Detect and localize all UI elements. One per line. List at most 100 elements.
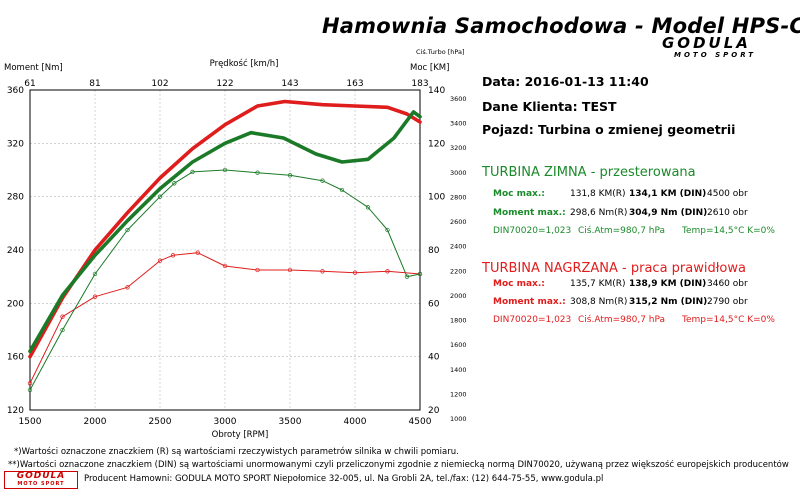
pressure-tick-label: 3000 — [450, 169, 467, 177]
hot-atm-pressure: Ciś.Atm=980,7 hPa — [578, 315, 666, 325]
hot-torque-point — [27, 381, 33, 386]
cold-torque-point — [172, 181, 177, 186]
hot-power-rpm: 3460 obr — [707, 279, 748, 289]
cold-torque-point — [190, 169, 195, 175]
hot-torque-point — [352, 270, 358, 275]
hot-torque-point — [60, 314, 65, 319]
hot-torque-point — [320, 269, 325, 274]
cold-din-factor: DIN70020=1,023 — [493, 226, 572, 236]
speed-tick-label: 61 — [24, 79, 35, 89]
hot-torque-point — [170, 253, 176, 258]
pressure-tick-label: 2600 — [450, 218, 467, 226]
cold-torque-din: 304,9 Nm (DIN) — [629, 208, 708, 218]
rpm-tick-label: 2000 — [84, 417, 107, 427]
speed-tick-label: 163 — [346, 79, 363, 89]
pressure-tick-label: 1200 — [450, 390, 467, 398]
speed-tick-label: 183 — [411, 79, 428, 89]
hot-power-label: Moc max.: — [493, 279, 545, 289]
power-axis-title: Moc [KM] — [410, 63, 449, 73]
hot-torque-point — [195, 250, 200, 255]
hot-torque-rpm: 2790 obr — [707, 297, 748, 307]
cold-torque-r: 298,6 Nm(R) — [570, 208, 628, 218]
pressure-tick-label: 2800 — [450, 193, 467, 201]
cold-torque-curve — [29, 169, 421, 391]
cold-torque-point — [157, 194, 163, 199]
cold-turbo-title: TURBINA ZIMNA - przesterowana — [482, 165, 696, 180]
test-date: Data: 2016-01-13 11:40 — [482, 74, 649, 89]
cold-torque-point — [27, 387, 33, 393]
producer-info: Producent Hamowni: GODULA MOTO SPORT Nie… — [84, 474, 604, 484]
cold-power-curve — [28, 110, 422, 354]
vehicle-name: Pojazd: Turbina o zmienej geometrii — [482, 122, 736, 137]
cold-power-label: Moc max.: — [493, 189, 545, 199]
pressure-tick-label: 1400 — [450, 366, 467, 374]
hot-torque-din: 315,2 Nm (DIN) — [629, 297, 708, 307]
pressure-tick-label: 1800 — [450, 317, 467, 325]
plot-frame — [29, 89, 421, 411]
footnote-din-values: **)Wartości oznaczone znaczkiem (DIN) są… — [8, 460, 789, 470]
cold-temperature: Temp=14,5°C K=0% — [682, 226, 775, 236]
brand-logo-name: GODULA — [662, 34, 751, 52]
hot-torque-point — [222, 263, 228, 269]
rpm-tick-label: 4000 — [344, 417, 367, 427]
rpm-tick-label: 3000 — [214, 417, 237, 427]
page-title: Hamownia Samochodowa - Model HPS-C — [322, 14, 800, 38]
hot-power-din: 138,9 KM (DIN) — [629, 279, 707, 289]
power-tick-label: 40 — [428, 353, 440, 363]
rpm-tick-label: 3500 — [279, 417, 302, 427]
footnote-real-values: *)Wartości oznaczone znaczkiem (R) są wa… — [14, 447, 459, 457]
hot-torque-point — [255, 267, 260, 273]
hot-turbo-title: TURBINA NAGRZANA - praca prawidłowa — [482, 261, 746, 276]
torque-tick-label: 280 — [7, 193, 24, 203]
power-tick-label: 120 — [428, 139, 445, 149]
footer-logo: GODULA MOTO SPORT — [4, 471, 78, 489]
cold-torque-point — [287, 173, 293, 178]
cold-torque-point — [417, 271, 423, 277]
hot-torque-point — [92, 294, 98, 299]
cold-torque-point — [320, 178, 325, 183]
pressure-tick-label: 3400 — [450, 120, 467, 128]
cold-torque-point — [385, 227, 390, 233]
hot-torque-point — [385, 269, 390, 274]
torque-axis-title: Moment [Nm] — [4, 63, 63, 73]
brand-logo: GODULA MOTO SPORT — [662, 36, 758, 70]
rpm-tick-label: 4500 — [409, 417, 432, 427]
rpm-axis-title: Obroty [RPM] — [212, 430, 269, 440]
hot-temperature: Temp=14,5°C K=0% — [682, 315, 775, 325]
torque-tick-label: 120 — [7, 406, 24, 416]
cold-torque-point — [60, 327, 65, 333]
cold-torque-point — [255, 170, 260, 175]
cold-power-din: 134,1 KM (DIN) — [629, 189, 707, 199]
speed-axis-title: Prędkość [km/h] — [210, 58, 279, 69]
hot-torque-point — [157, 258, 163, 263]
footer-logo-tagline: MOTO SPORT — [17, 481, 65, 487]
cold-torque-point — [222, 167, 228, 173]
hot-power-r: 135,7 KM(R) — [570, 279, 626, 289]
pressure-axis-title: Ciś.Turbo [hPa] — [416, 48, 465, 56]
torque-tick-label: 160 — [7, 353, 24, 363]
cold-torque-point — [125, 227, 130, 233]
cold-torque-point — [339, 187, 345, 193]
cold-torque-point — [92, 271, 98, 277]
brand-logo-tagline: MOTO SPORT — [674, 51, 757, 59]
power-tick-label: 60 — [428, 299, 440, 309]
speed-tick-label: 143 — [281, 79, 298, 89]
client-name: Dane Klienta: TEST — [482, 99, 617, 114]
cold-torque-point — [365, 205, 371, 210]
pressure-tick-label: 2400 — [450, 243, 467, 251]
power-tick-label: 100 — [428, 193, 445, 203]
cold-torque-label: Moment max.: — [493, 208, 566, 218]
hot-torque-r: 308,8 Nm(R) — [570, 297, 628, 307]
rpm-tick-label: 2500 — [149, 417, 172, 427]
power-tick-label: 20 — [428, 406, 440, 416]
pressure-tick-label: 1000 — [450, 415, 467, 423]
hot-torque-point — [287, 267, 293, 273]
torque-tick-label: 360 — [7, 86, 24, 96]
torque-tick-label: 240 — [7, 246, 24, 256]
cold-atm-pressure: Ciś.Atm=980,7 hPa — [578, 226, 666, 236]
pressure-tick-label: 3600 — [450, 95, 467, 103]
cold-torque-point — [404, 274, 410, 279]
pressure-tick-label: 3200 — [450, 144, 467, 152]
pressure-tick-label: 2200 — [450, 267, 467, 275]
